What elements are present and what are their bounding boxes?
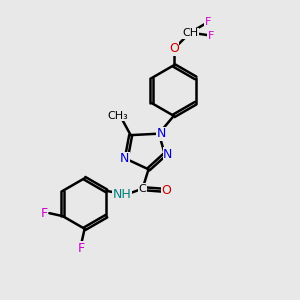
- Text: CH₃: CH₃: [107, 111, 128, 121]
- Text: NH: NH: [112, 188, 131, 201]
- Text: F: F: [208, 31, 214, 40]
- Text: F: F: [205, 17, 211, 27]
- Text: N: N: [157, 127, 166, 140]
- Text: O: O: [169, 42, 179, 56]
- Text: C: C: [139, 184, 146, 194]
- Text: CH: CH: [182, 28, 198, 38]
- Text: F: F: [78, 242, 85, 255]
- Text: N: N: [163, 148, 172, 161]
- Text: F: F: [40, 207, 48, 220]
- Text: O: O: [161, 184, 171, 196]
- Text: N: N: [120, 152, 129, 165]
